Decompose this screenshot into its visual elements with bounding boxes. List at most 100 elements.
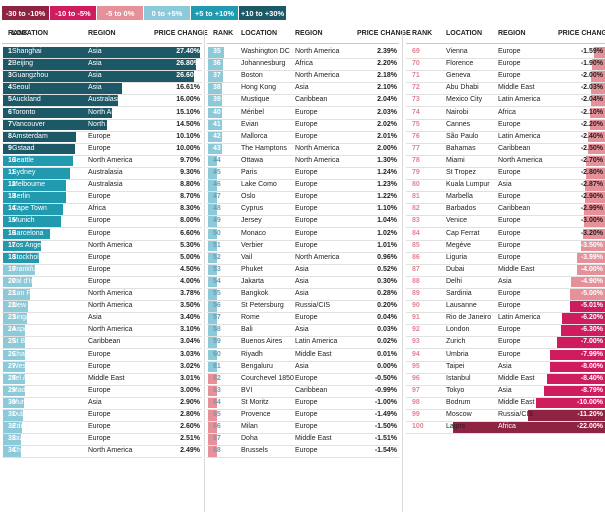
rank-cell: 34 [8, 447, 16, 455]
price-change-bar [208, 313, 217, 324]
rank-cell: 73 [412, 96, 420, 104]
location-cell: Paris [241, 169, 257, 176]
location-cell: Beijing [12, 60, 34, 68]
location-cell: Taipei [446, 362, 465, 370]
rank-cell: 80 [412, 181, 420, 189]
region-cell: Europe [498, 326, 521, 334]
row-divider [207, 118, 399, 120]
row-divider [406, 433, 605, 435]
table-row: 26 Chamonix Europe 3.03% [2, 349, 202, 362]
price-change-bar [3, 131, 76, 143]
table-row: 25 St Barts Caribbean 3.04% [2, 336, 202, 350]
price-change-bar [208, 59, 224, 70]
row-divider [406, 372, 605, 374]
column-divider [402, 30, 403, 512]
rank-cell: 26 [8, 350, 16, 358]
location-cell: Toronto [12, 108, 36, 116]
row-divider [406, 191, 605, 193]
price-change-bar [3, 410, 24, 421]
location-cell: St Barts [12, 338, 37, 346]
price-change-cell: -7.99% [580, 350, 603, 358]
rank-cell: 87 [412, 265, 420, 273]
price-change-cell: 3.03% [180, 350, 200, 358]
location-cell: Auckland [12, 96, 41, 104]
price-change-cell: 3.78% [180, 290, 200, 297]
row-divider [406, 239, 605, 241]
price-change-bar [3, 434, 22, 445]
rank-cell: 2 [8, 60, 12, 68]
rank-cell: 12 [8, 181, 16, 189]
region-cell: Africa [498, 108, 516, 116]
table-row: 68 Brussels Europe -1.54% [207, 445, 399, 459]
location-cell: Courchevel 1850 [241, 374, 294, 382]
region-cell: Europe [498, 217, 521, 225]
header-divider [406, 43, 605, 44]
table-row: 50 Monaco Europe 1.02% [207, 228, 399, 241]
price-change-bar [3, 180, 67, 191]
location-cell: The Hamptons [241, 144, 287, 152]
region-cell: Russia/CIS [295, 302, 331, 310]
table-row: 54 Jakarta Asia 0.30% [207, 276, 399, 289]
row-divider [406, 106, 605, 108]
rank-cell: 88 [412, 277, 420, 285]
row-divider [207, 58, 399, 59]
table-row: 80 Kuala Lumpur Asia -2.87% [406, 179, 605, 193]
rank-cell: 99 [412, 411, 420, 418]
location-cell: Rome [241, 314, 260, 322]
price-change-bar [556, 337, 605, 348]
table-row: 27 Western Algarve Europe 3.02% [2, 361, 202, 374]
price-change-bar [586, 155, 605, 167]
table-row: 5 Auckland Australasia 16.00% [2, 94, 202, 108]
region-cell: Europe [295, 120, 318, 128]
price-change-bar [527, 410, 605, 421]
rank-cell: 57 [213, 314, 221, 322]
rank-cell: 38 [213, 84, 221, 92]
table-row: 35 Washington DC North America 2.39% [207, 46, 399, 59]
price-change-cell: 5.30% [180, 241, 200, 249]
price-change-cell: 0.03% [377, 326, 397, 334]
legend-item: +10 to +30% [239, 6, 286, 20]
region-cell: Europe [295, 398, 318, 406]
price-change-cell: -7.00% [580, 338, 603, 346]
location-cell: Milan [241, 423, 258, 431]
row-divider [2, 275, 202, 277]
row-divider [207, 191, 399, 193]
table-row: 22 New York North America 3.50% [2, 300, 202, 314]
price-change-cell: 16.00% [176, 96, 200, 104]
price-change-bar [585, 180, 605, 191]
row-divider [2, 215, 202, 217]
price-change-bar [453, 422, 605, 433]
rank-cell: 14 [8, 205, 16, 213]
rank-cell: 48 [213, 205, 221, 213]
location-cell: Marbella [446, 193, 473, 201]
location-cell: Madrid [12, 386, 34, 394]
price-change-cell: 3.04% [180, 338, 200, 346]
price-change-cell: -2.00% [580, 72, 603, 80]
location-cell: Brussels [241, 447, 268, 455]
region-cell: Caribbean [295, 96, 328, 104]
price-change-cell: -2.70% [580, 156, 603, 164]
table-row: 70 Florence Europe -1.90% [406, 58, 605, 72]
table-row: 99 Moscow Russia/CIS -11.20% [406, 409, 605, 422]
price-change-cell: 9.30% [180, 169, 200, 176]
price-change-cell: -2.10% [580, 108, 603, 116]
row-divider [207, 130, 399, 132]
location-cell: Bodrum [446, 398, 471, 406]
row-divider [207, 384, 399, 386]
row-divider [207, 106, 399, 108]
row-divider [207, 396, 399, 398]
table-row: 45 Paris Europe 1.24% [207, 167, 399, 180]
price-change-bar [3, 95, 119, 106]
price-change-bar [584, 204, 605, 215]
price-change-bar [208, 240, 217, 252]
row-divider [207, 166, 399, 168]
price-change-bar [3, 143, 75, 155]
row-divider [207, 82, 399, 84]
table-row: 34 Chicago North America 2.49% [2, 445, 202, 459]
price-change-bar [208, 289, 217, 300]
region-cell: Asia [88, 48, 102, 55]
price-change-bar [3, 397, 24, 409]
price-change-cell: 2.10% [377, 84, 397, 92]
price-change-bar [590, 95, 605, 106]
location-cell: Abu Dhabi [446, 84, 479, 92]
